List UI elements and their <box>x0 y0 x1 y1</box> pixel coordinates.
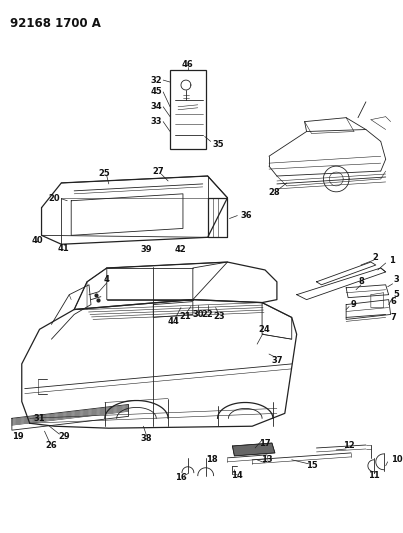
Text: 17: 17 <box>259 439 271 448</box>
Text: 13: 13 <box>261 455 273 464</box>
Text: 25: 25 <box>98 168 110 177</box>
Text: 31: 31 <box>34 414 46 423</box>
Text: 36: 36 <box>240 211 252 220</box>
Text: 34: 34 <box>151 102 162 111</box>
Text: 27: 27 <box>152 167 164 175</box>
Text: 4: 4 <box>104 276 110 284</box>
Text: 26: 26 <box>46 440 57 449</box>
Text: 7: 7 <box>391 313 397 322</box>
Text: 41: 41 <box>57 244 69 253</box>
Text: 12: 12 <box>343 441 355 450</box>
Text: 22: 22 <box>202 310 214 319</box>
Text: 92168 1700 A: 92168 1700 A <box>10 17 101 30</box>
Text: 33: 33 <box>151 117 162 126</box>
Text: 3: 3 <box>394 276 399 284</box>
Text: 40: 40 <box>32 236 44 245</box>
Text: 32: 32 <box>151 76 162 85</box>
Text: 44: 44 <box>167 317 179 326</box>
Text: 21: 21 <box>179 312 191 321</box>
Text: 16: 16 <box>175 473 187 482</box>
Text: 20: 20 <box>49 194 60 203</box>
Text: 11: 11 <box>368 471 380 480</box>
Text: 10: 10 <box>391 455 402 464</box>
Text: 1: 1 <box>388 255 395 264</box>
Text: 19: 19 <box>12 432 23 441</box>
Text: 14: 14 <box>231 471 243 480</box>
Text: 6: 6 <box>391 297 397 306</box>
Text: 23: 23 <box>214 312 225 321</box>
Polygon shape <box>233 443 275 456</box>
Text: 38: 38 <box>141 433 152 442</box>
Text: 8: 8 <box>358 277 364 286</box>
Text: 35: 35 <box>213 140 224 149</box>
Bar <box>170 70 206 149</box>
Text: 46: 46 <box>182 60 194 69</box>
Text: 39: 39 <box>141 245 152 254</box>
Text: 15: 15 <box>305 461 318 470</box>
Text: 24: 24 <box>258 325 270 334</box>
Text: 42: 42 <box>174 245 186 254</box>
Text: 2: 2 <box>373 253 379 262</box>
Text: 30: 30 <box>192 310 204 319</box>
Text: 18: 18 <box>206 455 218 464</box>
Text: 29: 29 <box>58 432 70 441</box>
Text: 45: 45 <box>150 87 162 96</box>
Text: 5: 5 <box>394 290 399 299</box>
Text: 37: 37 <box>271 357 283 366</box>
Text: 28: 28 <box>268 188 280 197</box>
Text: 9: 9 <box>351 300 357 309</box>
